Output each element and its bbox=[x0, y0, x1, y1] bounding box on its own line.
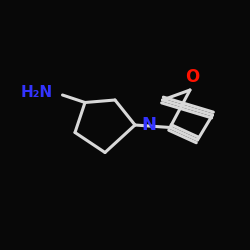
Text: O: O bbox=[186, 68, 200, 86]
Text: H₂N: H₂N bbox=[20, 85, 52, 100]
Text: N: N bbox=[141, 116, 156, 134]
